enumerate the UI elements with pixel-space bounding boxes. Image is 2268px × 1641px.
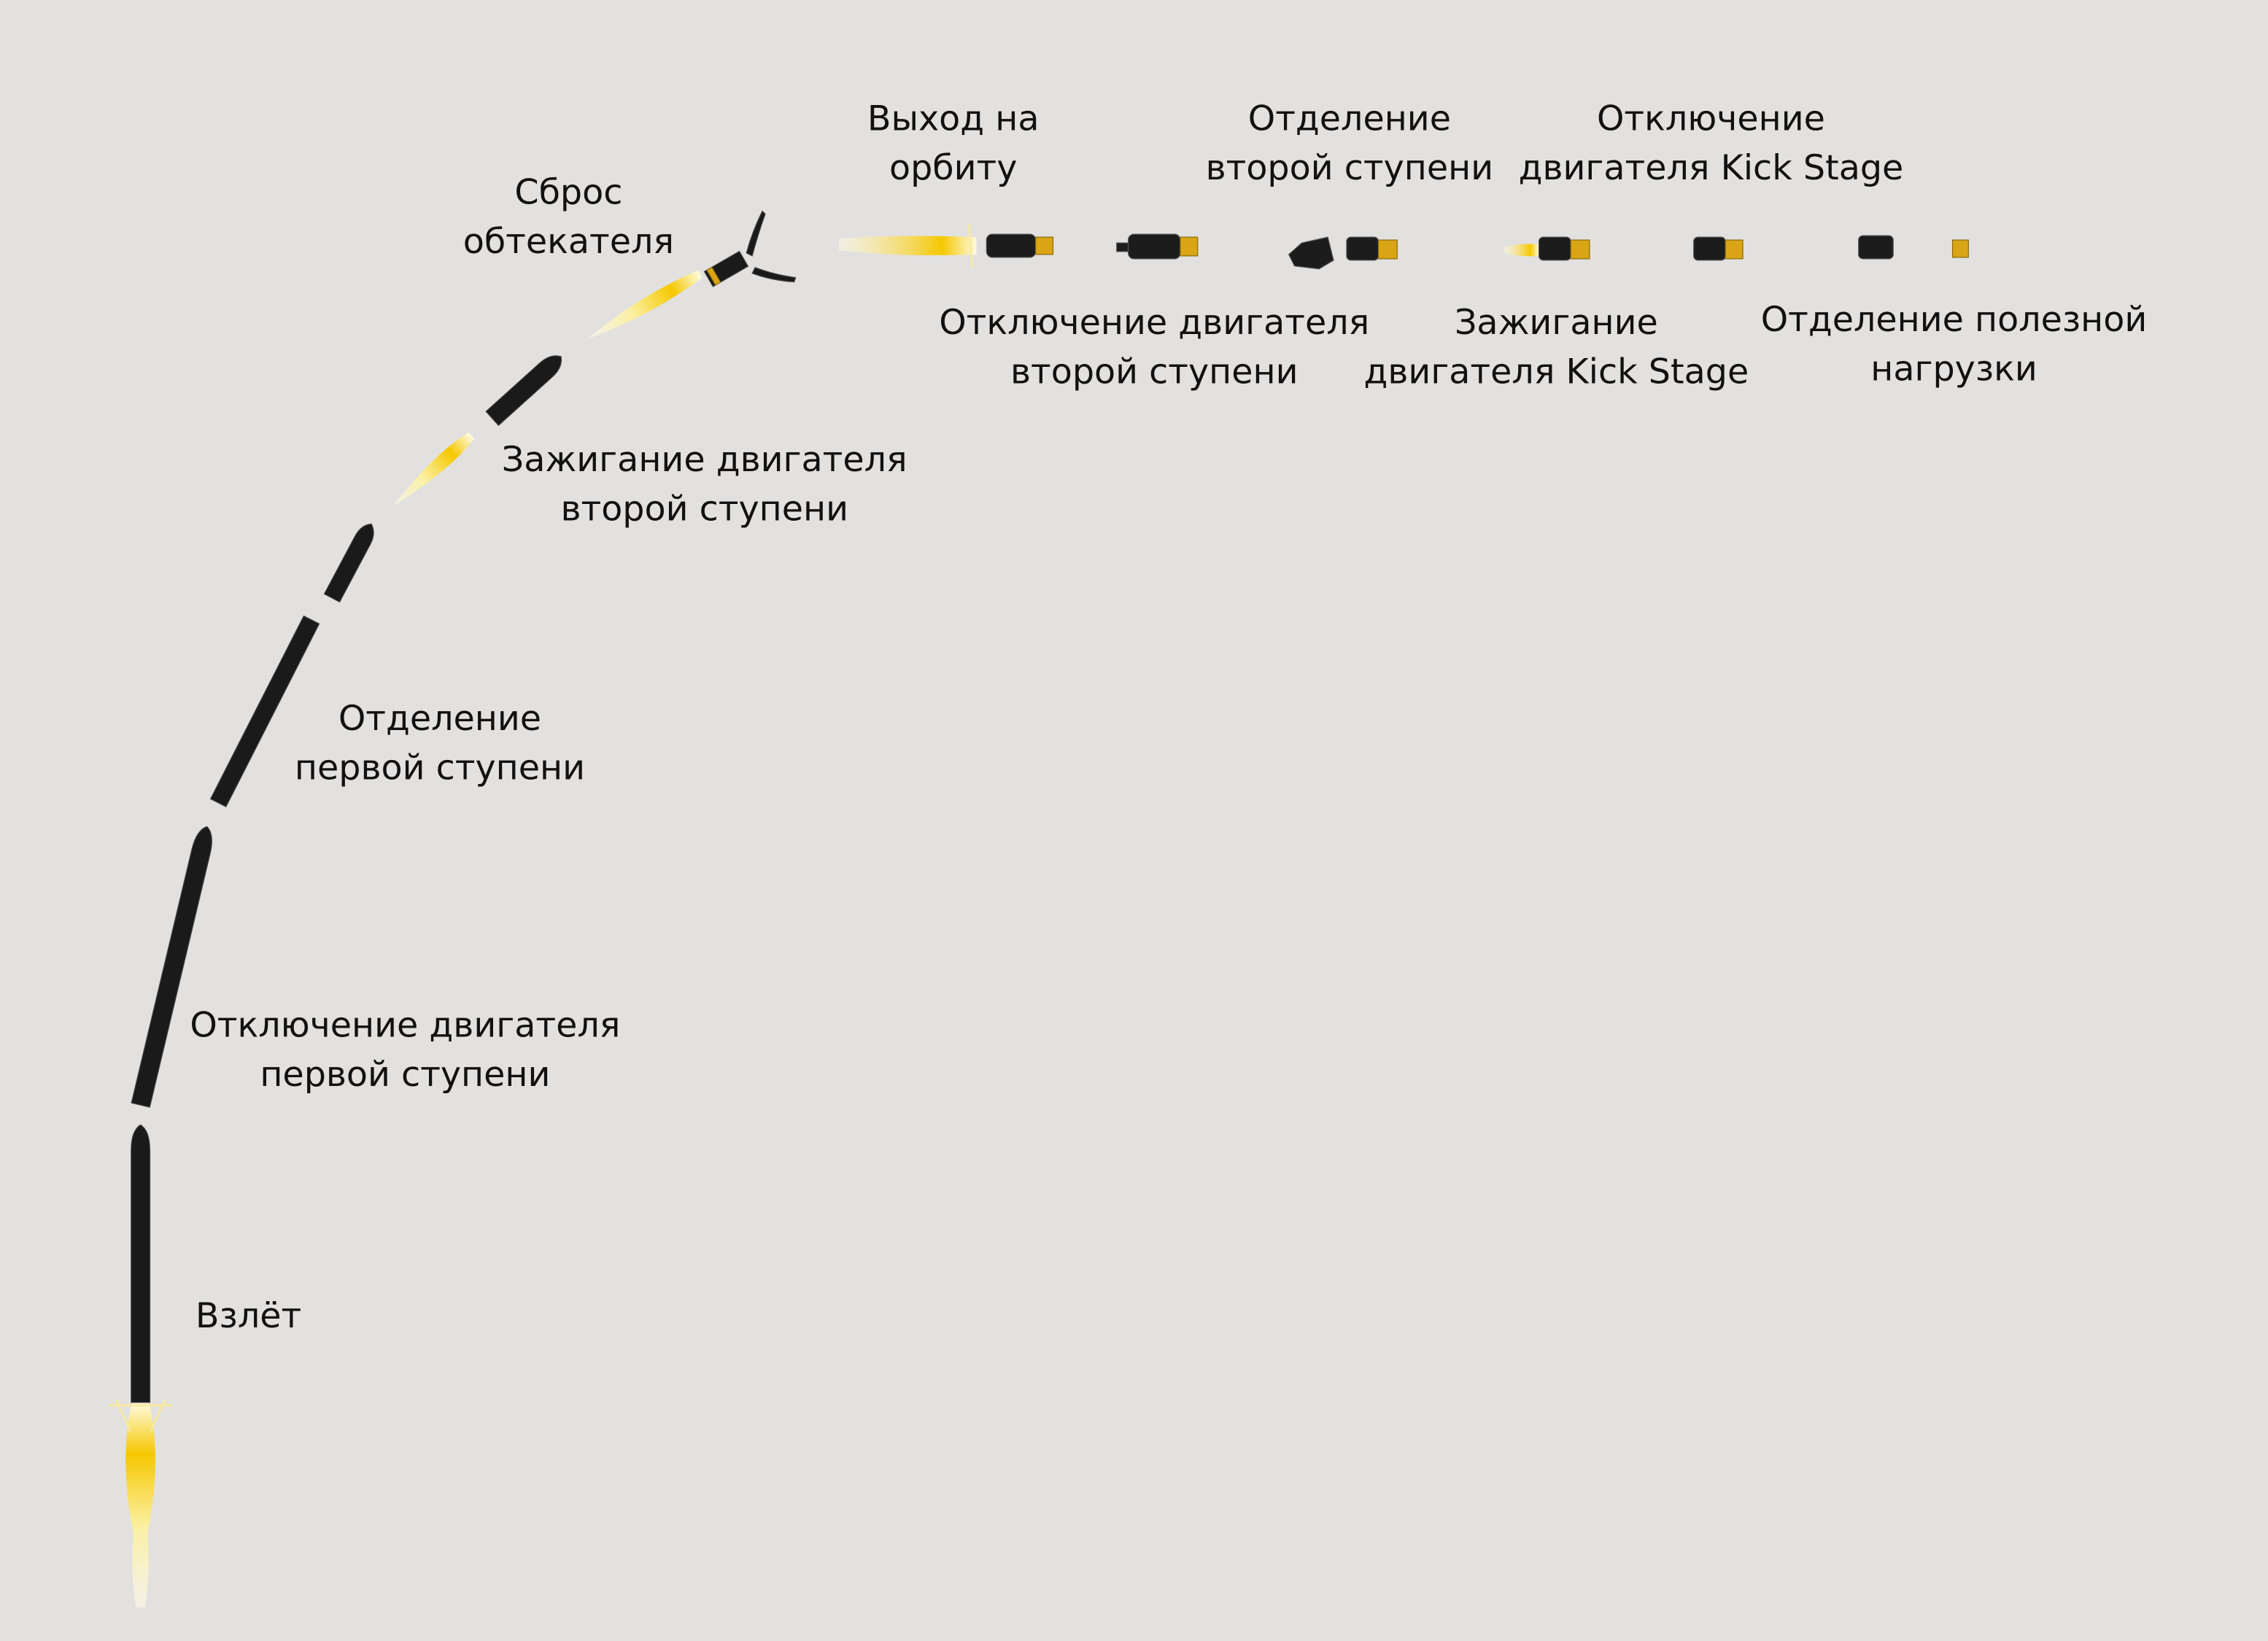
kick-stage-separated	[1346, 236, 1398, 261]
label-ks-cutoff-line1: Отключение	[1597, 98, 1825, 139]
rocket-second-stage	[485, 355, 562, 427]
second-stage-separated	[323, 523, 374, 603]
label-ss-ignition-line1: Зажигание двигателя	[502, 440, 907, 480]
stage-orbit	[986, 233, 1054, 258]
label-meco-line2: первой ступени	[260, 1055, 550, 1095]
kick-stage-cutoff	[1693, 236, 1743, 261]
kick-stage-spent	[1858, 235, 1894, 260]
second-stage-ignition-flame	[392, 432, 475, 507]
label-payload-line2: нагрузки	[1870, 349, 2037, 389]
label-stage-sep-line2: первой ступени	[295, 748, 585, 788]
liftoff-flame	[108, 1399, 173, 1608]
rocket-liftoff	[131, 1124, 151, 1403]
label-seco-line1: Отключение двигателя	[939, 303, 1369, 343]
label-ks-ignition-line1: Зажигание	[1455, 303, 1658, 343]
orbit-flame	[839, 224, 977, 268]
label-seco-line2: второй ступени	[1010, 352, 1299, 392]
label-orbit-line2: орбиту	[889, 148, 1017, 188]
label-ks-ignition-line2: двигателя Kick Stage	[1363, 352, 1749, 392]
label-ks-cutoff-line2: двигателя Kick Stage	[1519, 148, 1904, 188]
kick-stage-ignition	[1538, 236, 1590, 261]
rocket-fairing-sep	[703, 250, 749, 287]
label-payload-line1: Отделение полезной	[1761, 300, 2148, 340]
label-liftoff: Взлёт	[196, 1296, 301, 1336]
stage-seco	[1116, 233, 1199, 260]
label-ss-sep-line2: второй ступени	[1206, 148, 1494, 188]
label-ss-ignition-line2: второй ступени	[560, 489, 848, 529]
label-fairing-line1: Сброс	[514, 173, 622, 213]
label-meco-line1: Отключение двигателя	[190, 1005, 620, 1045]
fairing-flame	[587, 270, 703, 339]
kick-stage-flame	[1503, 244, 1539, 257]
label-ss-sep-line1: Отделение	[1248, 98, 1451, 139]
label-fairing-line2: обтекателя	[463, 222, 674, 262]
label-orbit-line1: Выход на	[867, 98, 1040, 139]
first-stage-separated	[209, 615, 320, 807]
label-stage-sep-line1: Отделение	[338, 699, 541, 739]
rocket-meco	[131, 826, 212, 1108]
payload	[1951, 239, 1969, 258]
spent-second-stage	[1288, 236, 1334, 270]
fairing-halves	[746, 210, 797, 283]
